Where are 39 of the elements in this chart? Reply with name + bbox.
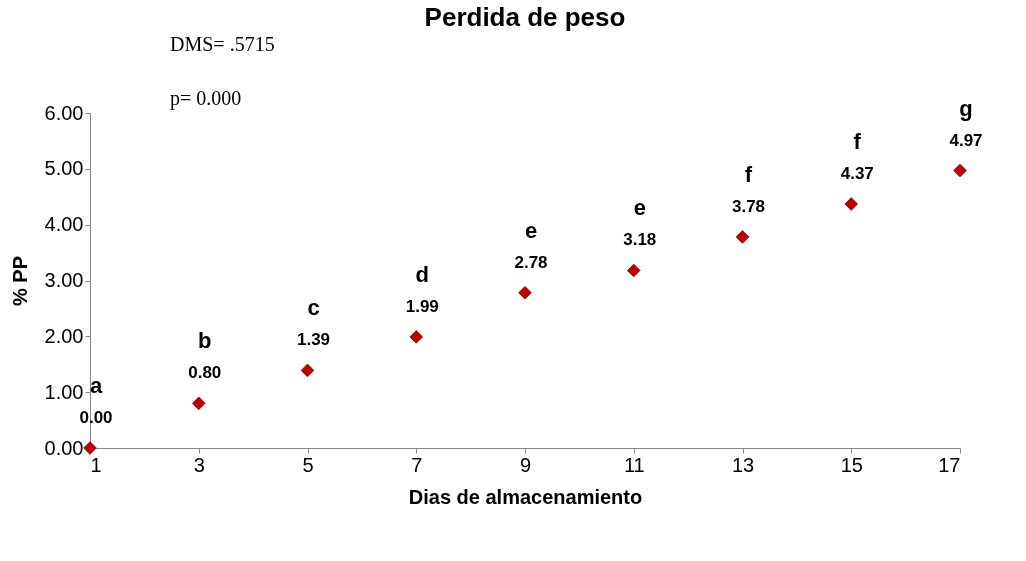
x-tick-label: 15: [840, 453, 863, 476]
y-tick-label: 2.00: [44, 324, 84, 347]
y-tick-label: 6.00: [44, 101, 84, 124]
x-tick-label: 9: [519, 453, 532, 476]
annotation: e: [524, 217, 538, 243]
text: 2.78: [514, 252, 548, 272]
x-tick-label: 1: [90, 453, 102, 476]
y-axis-title: % PP: [8, 255, 31, 307]
y-tick-label: 1.00: [44, 380, 84, 403]
annotation: c: [307, 295, 320, 321]
text: 4.97: [949, 130, 983, 150]
text: DMS= .5715: [170, 33, 275, 55]
x-tick-label: 7: [411, 453, 423, 476]
y-tick-label: 3.00: [44, 269, 84, 291]
annotation: d: [415, 261, 429, 287]
annotation: f: [853, 129, 862, 155]
x-axis-title: Dias de almacenamiento: [408, 485, 643, 508]
y-tick-label: 4.00: [44, 213, 84, 236]
x-tick-label: 11: [623, 453, 645, 476]
y-tick-label: 0.00: [44, 436, 84, 459]
annotation: f: [744, 161, 753, 187]
text: 4.37: [840, 164, 874, 184]
x-tick-label: 13: [731, 453, 755, 476]
text: 1.99: [405, 296, 439, 316]
chart-title: Perdida de peso: [424, 2, 626, 32]
annotation: g: [959, 95, 973, 121]
x-tick-label: 17: [938, 453, 961, 476]
text: 0.00: [79, 408, 113, 427]
annotation: a: [89, 373, 103, 398]
text: p= 0.000: [170, 87, 242, 110]
annotation: b: [198, 328, 212, 354]
x-tick-label: 5: [302, 453, 314, 476]
annotation: e: [633, 195, 646, 221]
text: 3.78: [731, 196, 766, 216]
text: 3.18: [623, 230, 657, 250]
text: 1.39: [296, 330, 331, 350]
text: 0.80: [188, 363, 222, 383]
y-tick-label: 5.00: [44, 157, 84, 180]
x-tick-label: 3: [193, 453, 205, 476]
